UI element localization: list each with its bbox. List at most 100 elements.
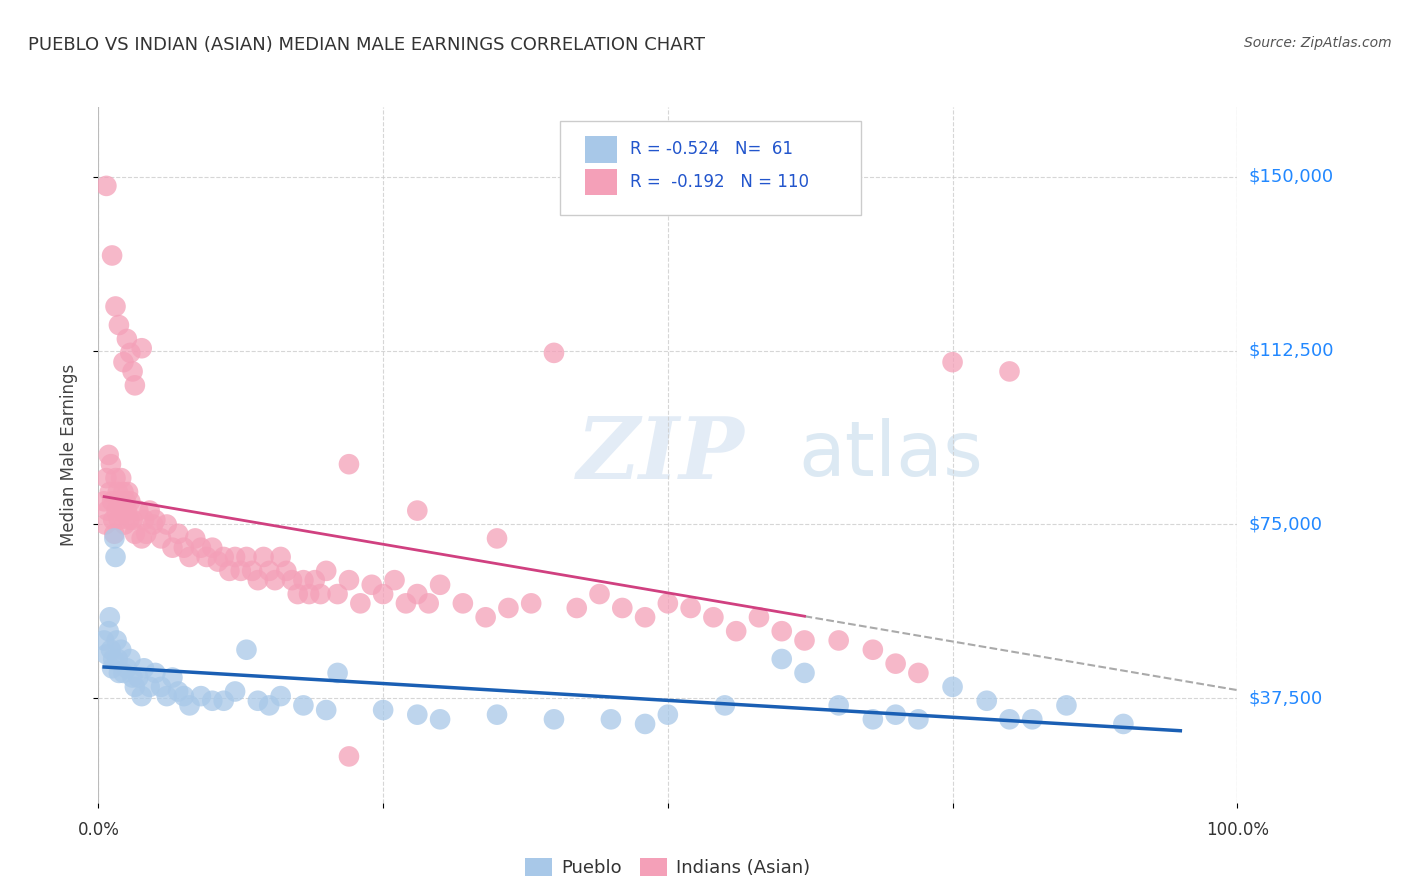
Point	[565, 601, 588, 615]
Text: R = -0.524   N=  61: R = -0.524 N= 61	[630, 140, 793, 159]
Point	[110, 471, 132, 485]
Point	[337, 749, 360, 764]
Point	[138, 503, 160, 517]
Point	[93, 633, 115, 648]
Point	[907, 665, 929, 680]
Point	[107, 652, 129, 666]
Point	[190, 541, 212, 555]
Point	[131, 689, 153, 703]
Point	[179, 698, 201, 713]
Point	[179, 549, 201, 564]
Point	[96, 503, 118, 517]
Point	[224, 684, 246, 698]
Point	[103, 532, 125, 546]
Point	[103, 526, 125, 541]
Point	[201, 541, 224, 555]
Point	[150, 680, 173, 694]
Point	[120, 346, 142, 360]
Text: $112,500: $112,500	[1249, 342, 1334, 359]
Point	[418, 596, 440, 610]
Point	[304, 573, 326, 587]
Point	[337, 457, 360, 471]
Point	[371, 587, 394, 601]
Point	[246, 573, 269, 587]
Point	[115, 661, 138, 675]
Point	[167, 526, 190, 541]
Point	[101, 494, 124, 508]
Point	[108, 318, 131, 332]
Point	[96, 178, 118, 193]
Point	[486, 532, 509, 546]
Point	[240, 564, 263, 578]
Point	[150, 532, 173, 546]
Point	[702, 610, 724, 624]
Point	[97, 448, 120, 462]
Text: $37,500: $37,500	[1249, 690, 1323, 707]
Point	[162, 541, 184, 555]
Point	[112, 485, 135, 500]
Point	[543, 712, 565, 726]
Point	[107, 485, 129, 500]
Point	[406, 707, 429, 722]
Point	[828, 633, 851, 648]
Point	[270, 549, 292, 564]
Text: $75,000: $75,000	[1249, 516, 1323, 533]
Point	[942, 680, 965, 694]
Point	[121, 364, 143, 378]
Point	[100, 642, 122, 657]
Point	[270, 689, 292, 703]
Point	[156, 689, 179, 703]
Point	[120, 494, 142, 508]
Point	[235, 549, 257, 564]
Point	[101, 248, 124, 262]
Point	[264, 573, 287, 587]
Point	[120, 652, 142, 666]
Point	[184, 532, 207, 546]
Text: $150,000: $150,000	[1249, 168, 1333, 186]
Point	[131, 341, 153, 355]
Point	[101, 661, 124, 675]
Point	[612, 601, 634, 615]
Point	[110, 642, 132, 657]
Point	[793, 665, 815, 680]
Point	[97, 624, 120, 639]
Point	[281, 573, 304, 587]
Point	[105, 633, 128, 648]
Text: R =  -0.192   N = 110: R = -0.192 N = 110	[630, 173, 810, 191]
Point	[862, 642, 884, 657]
Point	[108, 513, 131, 527]
Point	[96, 648, 118, 662]
Text: 0.0%: 0.0%	[77, 822, 120, 839]
Point	[976, 694, 998, 708]
Point	[132, 513, 155, 527]
Legend: Pueblo, Indians (Asian): Pueblo, Indians (Asian)	[519, 850, 817, 884]
Point	[748, 610, 770, 624]
Point	[167, 684, 190, 698]
Point	[309, 587, 332, 601]
Point	[657, 596, 679, 610]
Point	[634, 610, 657, 624]
Point	[292, 698, 315, 713]
Point	[98, 485, 121, 500]
Point	[520, 596, 543, 610]
Point	[406, 503, 429, 517]
Point	[679, 601, 702, 615]
Point	[252, 549, 274, 564]
Point	[229, 564, 252, 578]
Point	[100, 457, 122, 471]
Point	[98, 610, 121, 624]
Point	[142, 517, 165, 532]
Point	[114, 494, 136, 508]
Point	[1021, 712, 1043, 726]
Point	[105, 503, 128, 517]
Point	[115, 332, 138, 346]
Point	[543, 346, 565, 360]
Text: PUEBLO VS INDIAN (ASIAN) MEDIAN MALE EARNINGS CORRELATION CHART: PUEBLO VS INDIAN (ASIAN) MEDIAN MALE EAR…	[28, 36, 706, 54]
Point	[145, 665, 167, 680]
Point	[714, 698, 737, 713]
Point	[337, 573, 360, 587]
Point	[218, 564, 240, 578]
Point	[725, 624, 748, 639]
Text: ZIP: ZIP	[576, 413, 745, 497]
Point	[474, 610, 496, 624]
